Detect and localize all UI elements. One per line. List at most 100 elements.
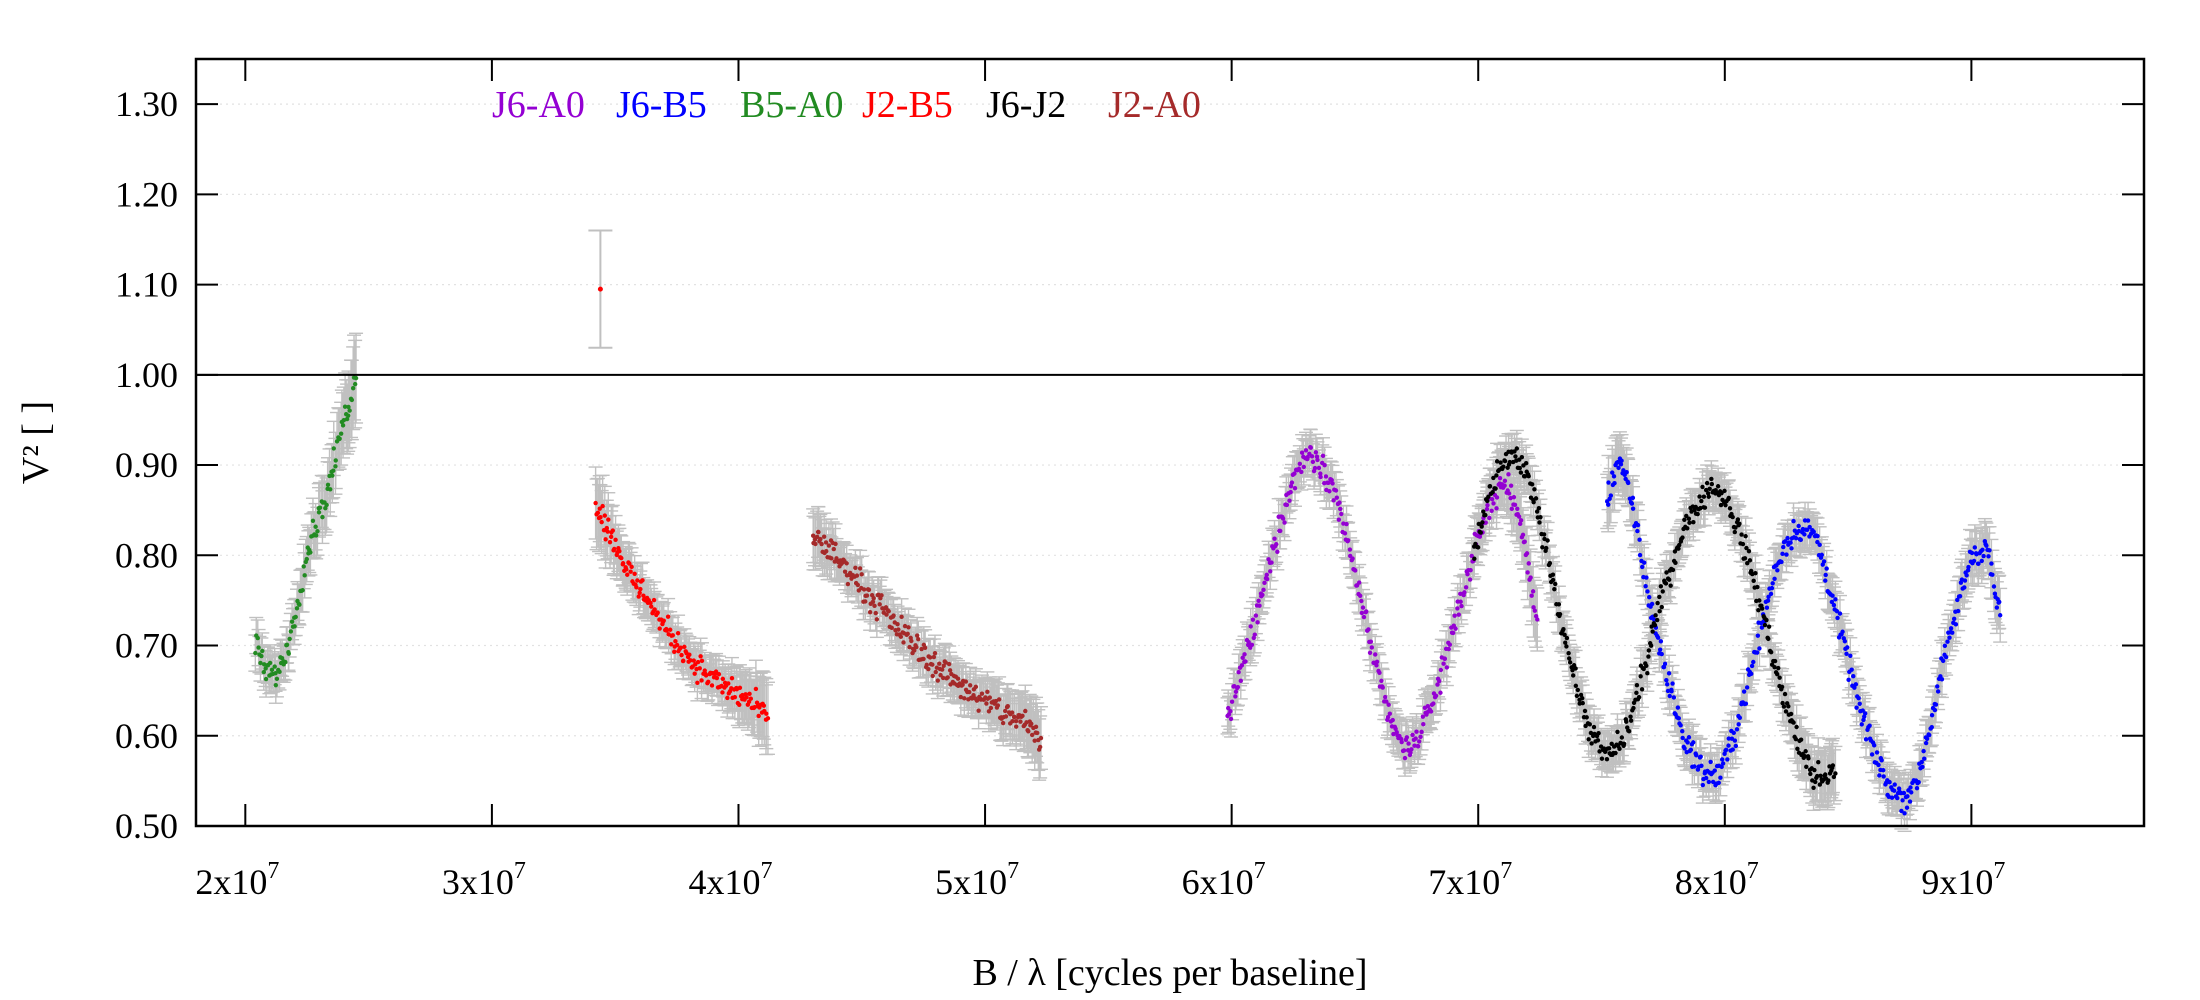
data-point xyxy=(1415,744,1421,749)
grid-layer xyxy=(196,103,2144,827)
data-point xyxy=(1366,627,1371,632)
data-point xyxy=(1269,560,1274,565)
data-point xyxy=(1297,461,1303,467)
data-point xyxy=(1236,669,1241,675)
data-point xyxy=(1257,603,1262,608)
data-point xyxy=(1229,699,1235,704)
data-point xyxy=(1342,531,1348,536)
data-point xyxy=(1308,445,1314,450)
data-point xyxy=(1299,450,1305,455)
data-point xyxy=(1301,464,1307,470)
data-point xyxy=(1268,569,1273,574)
data-point xyxy=(1246,640,1251,645)
data-point xyxy=(1404,735,1410,740)
data-point xyxy=(1313,450,1319,455)
data-point xyxy=(1412,743,1417,748)
data-point xyxy=(1327,489,1332,494)
data-point xyxy=(1261,587,1266,593)
data-point xyxy=(1359,598,1364,604)
data-point xyxy=(1391,731,1396,737)
data-point xyxy=(1387,711,1393,716)
data-point xyxy=(1410,732,1415,738)
data-point xyxy=(1379,678,1384,684)
data-point xyxy=(1316,465,1322,471)
data-point xyxy=(1367,650,1373,655)
data-point xyxy=(1228,709,1233,714)
data-point xyxy=(1287,498,1292,503)
data-point xyxy=(1334,495,1340,500)
data-point xyxy=(1289,480,1295,485)
errorbars-j2-b5 xyxy=(588,466,775,756)
data-point xyxy=(1399,739,1404,745)
data-point xyxy=(1406,741,1411,746)
data-point xyxy=(1292,485,1298,491)
data-point xyxy=(1347,547,1353,552)
data-point xyxy=(1228,716,1234,722)
data-point xyxy=(1360,605,1366,610)
data-layer xyxy=(253,286,2003,816)
data-point xyxy=(1248,624,1253,629)
data-point xyxy=(1233,694,1238,699)
data-point xyxy=(1255,620,1260,625)
data-point xyxy=(1393,726,1398,732)
data-point xyxy=(1240,655,1245,660)
data-point xyxy=(1374,659,1380,665)
data-point xyxy=(1373,652,1378,657)
data-point xyxy=(1384,699,1389,704)
data-point xyxy=(1357,580,1362,585)
data-point xyxy=(1368,639,1374,644)
data-point xyxy=(1320,453,1326,459)
data-point xyxy=(1242,652,1247,657)
data-point xyxy=(1326,480,1331,485)
data-point xyxy=(1409,747,1414,752)
data-point xyxy=(1284,502,1290,508)
data-point xyxy=(1315,457,1320,463)
data-point xyxy=(1401,748,1407,753)
data-point xyxy=(1310,459,1316,465)
data-point xyxy=(1278,528,1283,534)
data-point xyxy=(1226,705,1231,711)
data-point xyxy=(1292,471,1297,476)
data-point xyxy=(1408,750,1413,755)
data-point xyxy=(1252,632,1257,637)
data-point xyxy=(1305,454,1310,460)
data-point xyxy=(1256,598,1261,604)
data-point xyxy=(1312,465,1318,471)
data-point xyxy=(1330,481,1335,486)
data-point xyxy=(1329,477,1334,483)
data-point xyxy=(1344,521,1349,527)
data-point xyxy=(1299,469,1304,475)
data-point xyxy=(1288,489,1293,495)
data-point xyxy=(1385,714,1391,720)
data-point xyxy=(1386,702,1391,707)
data-point xyxy=(1377,670,1382,675)
data-point xyxy=(1353,568,1358,573)
data-point xyxy=(1282,520,1287,525)
data-point xyxy=(1318,471,1323,476)
data-point xyxy=(1350,556,1355,561)
data-point xyxy=(1238,678,1243,684)
data-point xyxy=(1239,663,1245,668)
data-point xyxy=(1413,736,1418,741)
data-point xyxy=(1250,617,1256,622)
data-point xyxy=(1380,685,1385,690)
data-point xyxy=(1323,474,1329,479)
data-point xyxy=(1383,694,1388,700)
data-point xyxy=(1274,542,1279,547)
data-point xyxy=(1339,511,1344,517)
data-point xyxy=(1266,557,1271,562)
data-point xyxy=(1235,684,1241,690)
data-point xyxy=(1309,454,1315,459)
data-point xyxy=(1249,642,1255,648)
data-point xyxy=(1364,609,1369,614)
data-point xyxy=(1253,613,1259,618)
data-point xyxy=(1374,663,1379,668)
data-point xyxy=(1414,729,1419,734)
errorbar-layer xyxy=(248,229,2008,833)
data-point xyxy=(1264,572,1269,578)
data-point xyxy=(1390,717,1395,723)
data-point xyxy=(1359,610,1365,616)
series-j6-a0 xyxy=(1225,445,1540,761)
data-point xyxy=(1288,483,1294,489)
data-point xyxy=(1275,549,1280,554)
